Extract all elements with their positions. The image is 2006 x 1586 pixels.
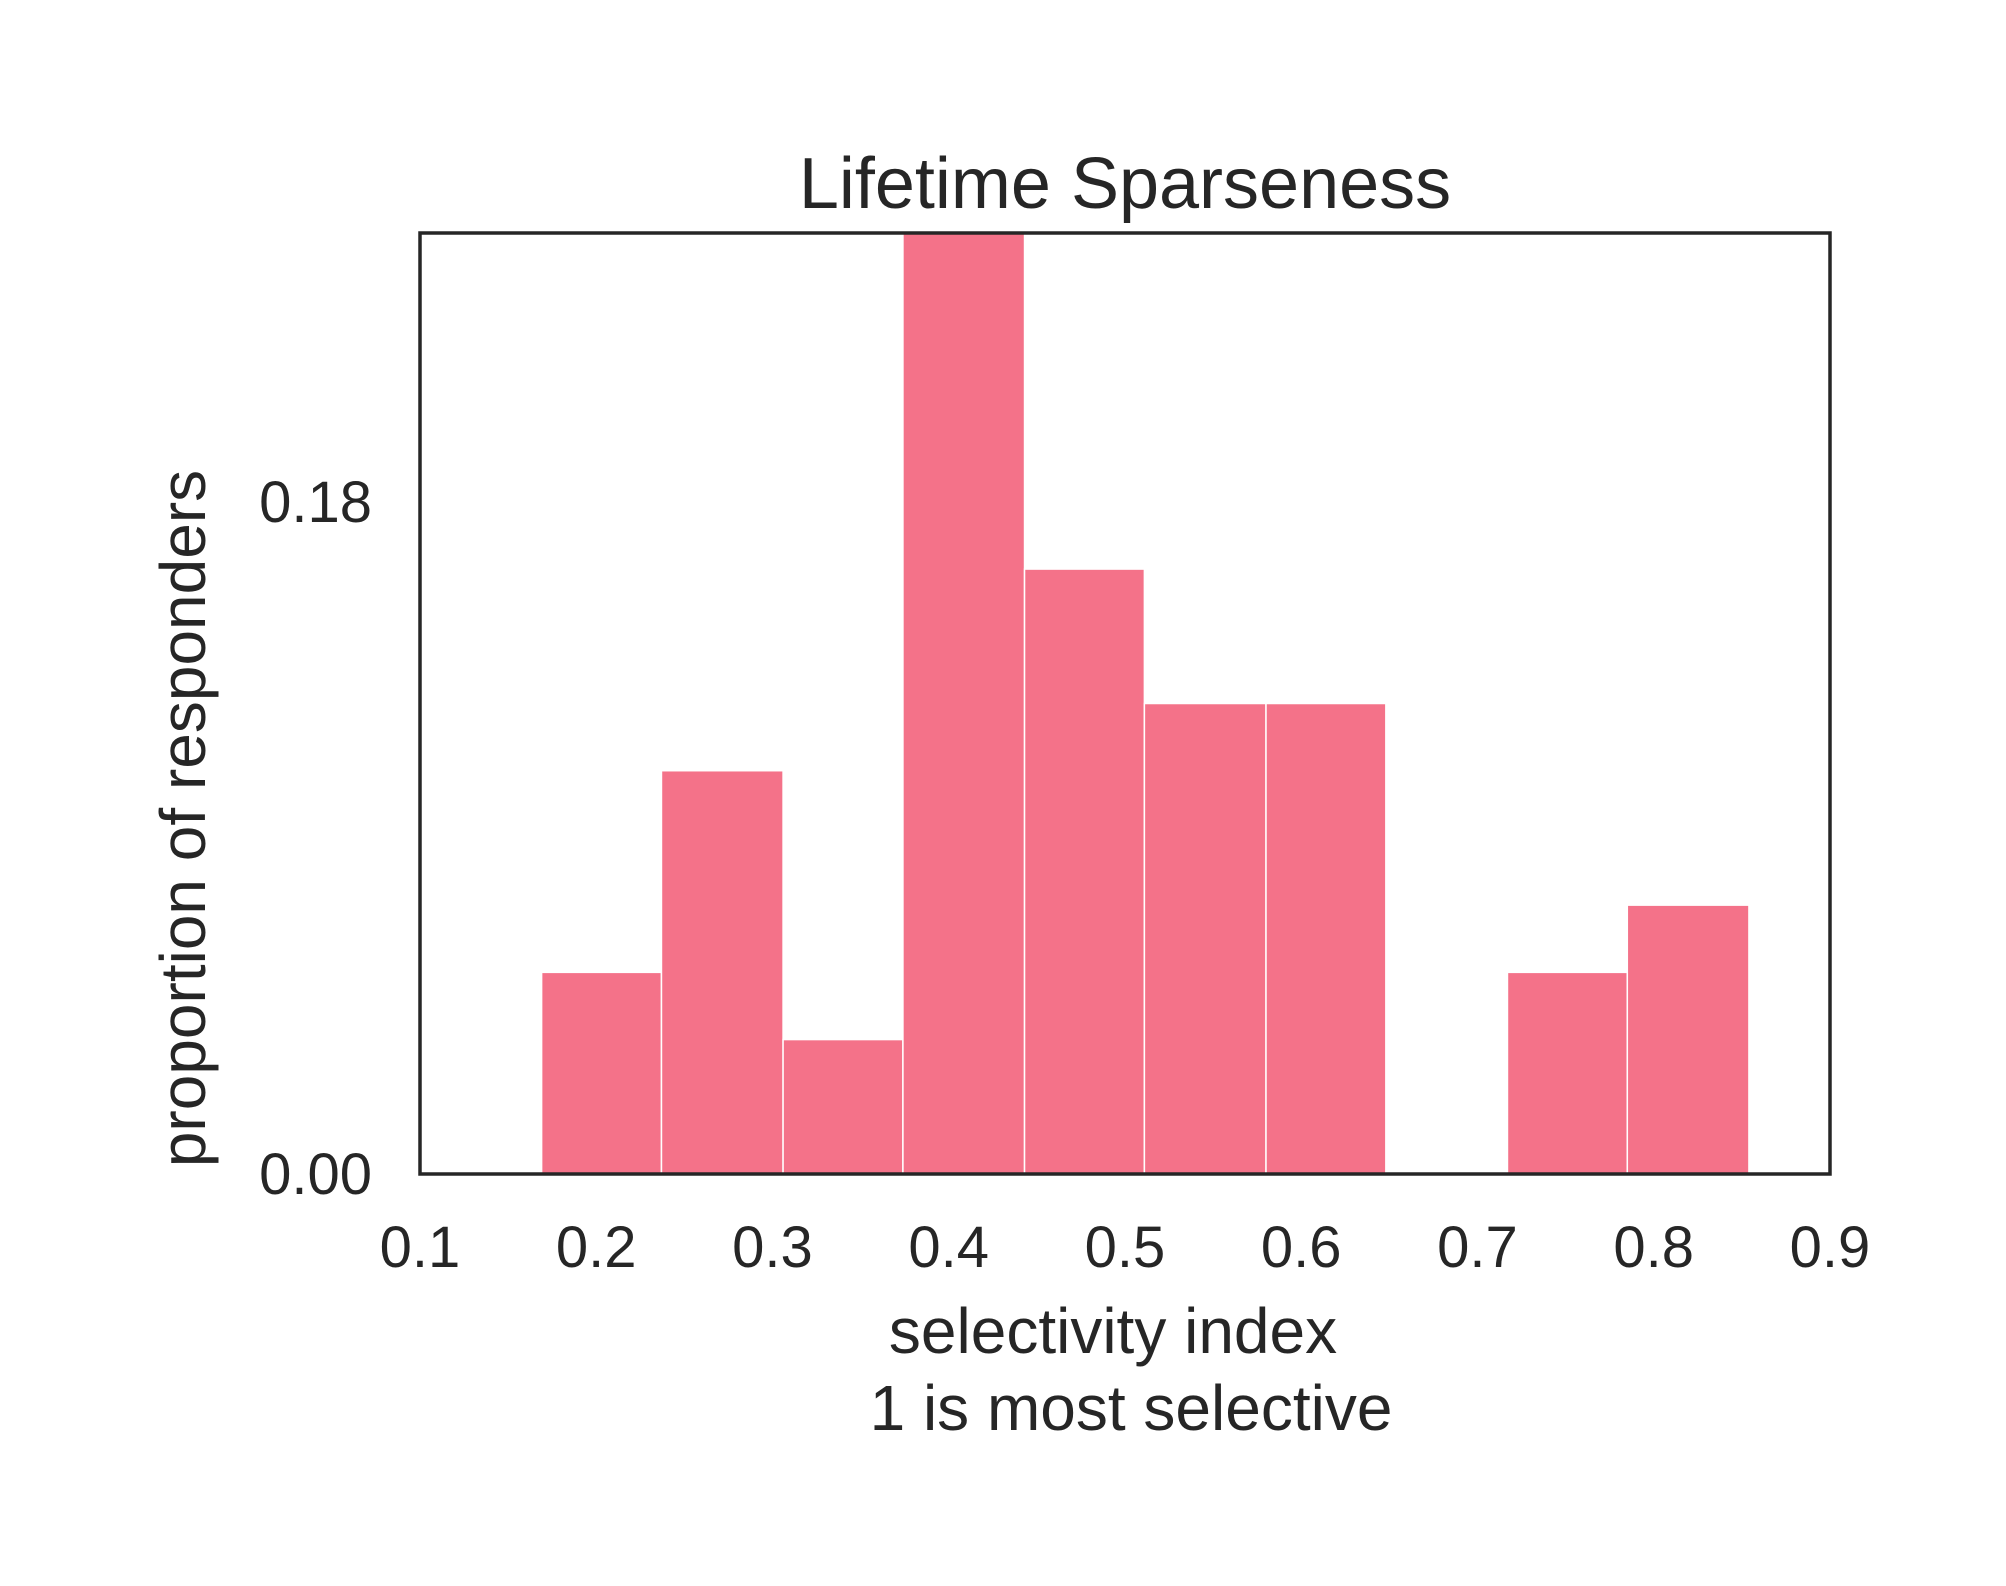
histogram-bar bbox=[1265, 702, 1387, 1175]
x-tick-label: 0.9 bbox=[1790, 1215, 1871, 1280]
histogram-bar bbox=[1023, 568, 1146, 1175]
x-axis-label: selectivity index bbox=[889, 1295, 1337, 1367]
plot-frame bbox=[418, 231, 1832, 1176]
histogram-bar bbox=[782, 1038, 904, 1175]
histogram-bar bbox=[1626, 904, 1750, 1175]
histogram-bar bbox=[1506, 971, 1629, 1175]
x-tick-label: 0.2 bbox=[556, 1215, 637, 1280]
x-tick-label: 0.3 bbox=[732, 1215, 813, 1280]
bars-group bbox=[540, 232, 1750, 1175]
x-tick-label: 0.1 bbox=[380, 1215, 461, 1280]
x-axis-label-line2: 1 is most selective bbox=[870, 1372, 1393, 1444]
histogram-bar bbox=[902, 232, 1026, 1175]
y-tick-labels: 0.00 0.18 bbox=[259, 470, 372, 1207]
histogram-bar bbox=[1143, 702, 1267, 1175]
x-tick-label: 0.6 bbox=[1261, 1215, 1342, 1280]
chart-title: Lifetime Sparseness bbox=[799, 144, 1451, 224]
y-axis-label: proportion of responders bbox=[147, 470, 219, 1167]
x-tick-label: 0.4 bbox=[908, 1215, 989, 1280]
y-tick-label: 0.00 bbox=[259, 1142, 372, 1207]
histogram-bar bbox=[660, 769, 784, 1175]
x-tick-label: 0.7 bbox=[1437, 1215, 1518, 1280]
y-tick-label: 0.18 bbox=[259, 470, 372, 535]
x-tick-label: 0.8 bbox=[1613, 1215, 1694, 1280]
histogram-bar bbox=[540, 971, 663, 1175]
x-tick-label: 0.5 bbox=[1085, 1215, 1166, 1280]
x-tick-labels: 0.1 0.2 0.3 0.4 0.5 0.6 0.7 0.8 0.9 bbox=[380, 1215, 1871, 1280]
